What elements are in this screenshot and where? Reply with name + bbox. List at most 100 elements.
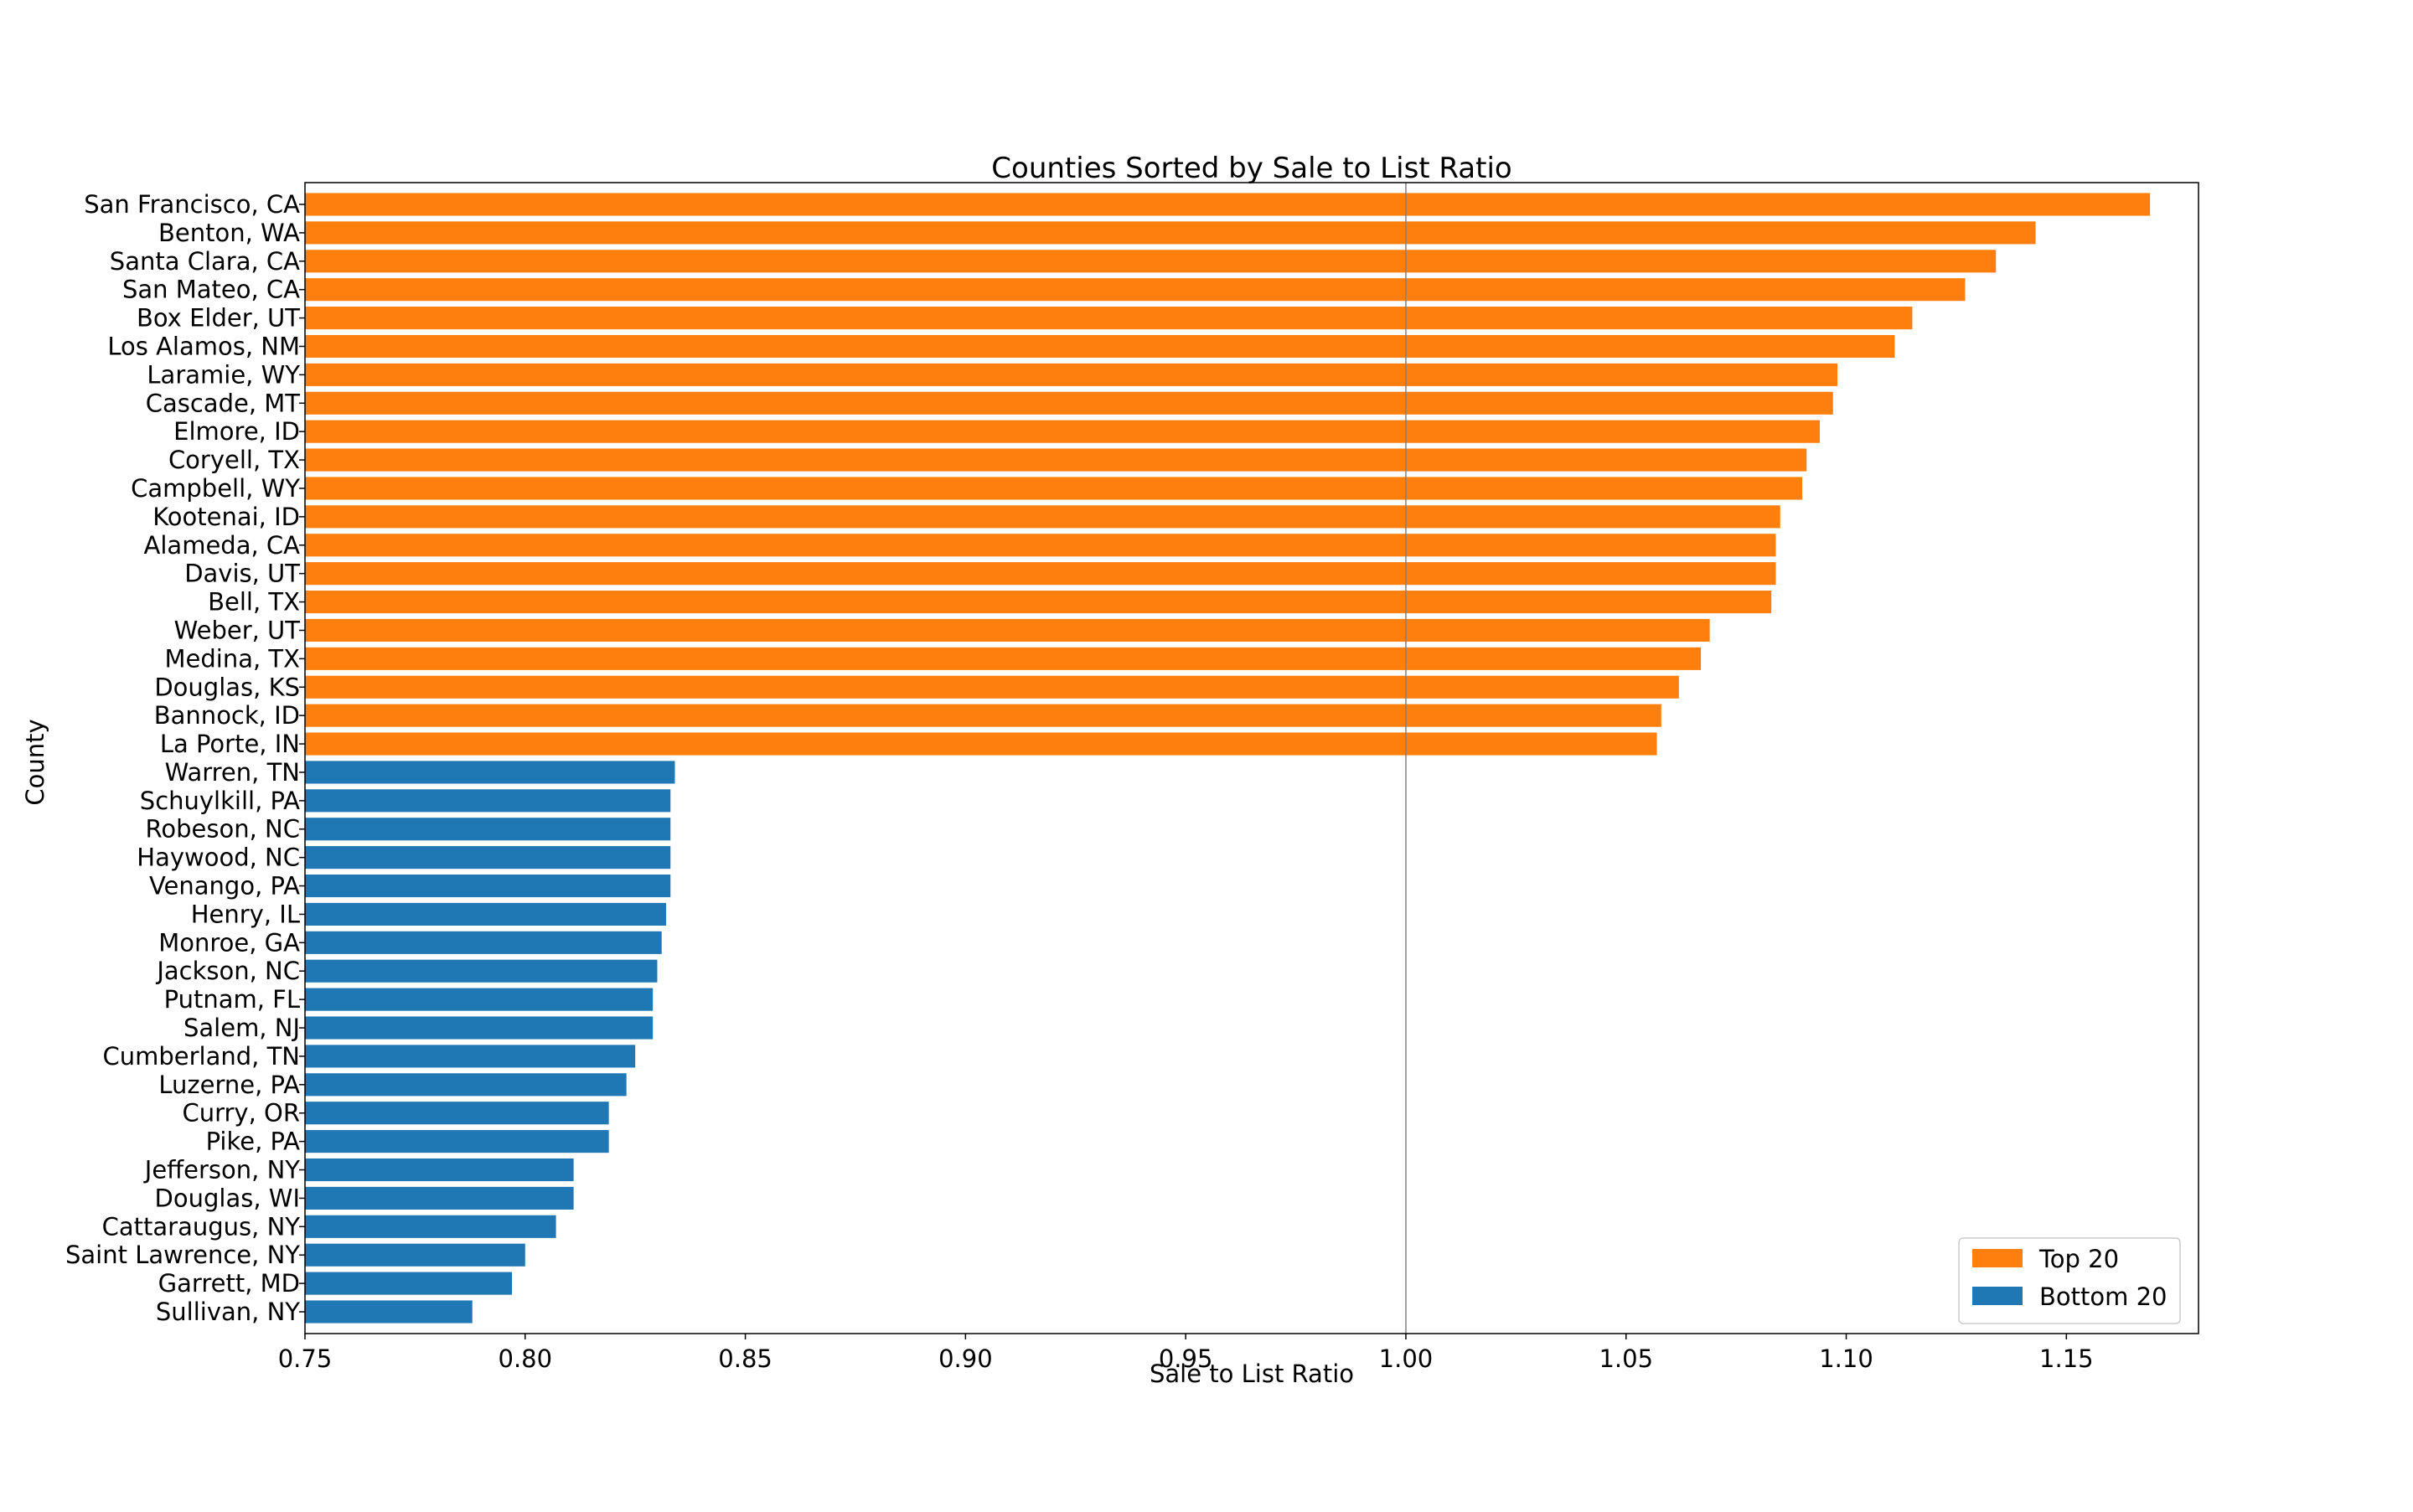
bar-top-20 xyxy=(305,363,1838,386)
x-tick-label: 0.95 xyxy=(1159,1344,1213,1373)
bar-top-20 xyxy=(305,391,1833,415)
bar-top-20 xyxy=(305,675,1679,699)
bar-bottom-20 xyxy=(305,988,654,1011)
bar-top-20 xyxy=(305,420,1820,443)
chart-title: Counties Sorted by Sale to List Ratio xyxy=(991,152,1511,185)
y-tick-label: Schuylkill, PA xyxy=(140,787,300,815)
y-tick-label: Monroe, GA xyxy=(158,928,300,957)
bar-bottom-20 xyxy=(305,959,658,983)
x-tick-label: 1.05 xyxy=(1599,1344,1653,1373)
y-tick-label: Bell, TX xyxy=(208,588,300,617)
y-tick-label: Sullivan, NY xyxy=(156,1298,300,1326)
bar-top-20 xyxy=(305,591,1772,614)
bar-bottom-20 xyxy=(305,902,666,926)
y-tick-label: Haywood, NC xyxy=(137,844,300,872)
bar-top-20 xyxy=(305,647,1702,670)
y-tick-label: Kootenai, ID xyxy=(152,503,300,531)
x-tick-label: 0.80 xyxy=(499,1344,553,1373)
y-tick-label: Saint Lawrence, NY xyxy=(65,1241,300,1269)
legend-label-bottom-20: Bottom 20 xyxy=(2039,1282,2168,1311)
y-tick-label: Davis, UT xyxy=(184,560,300,588)
bar-top-20 xyxy=(305,534,1776,557)
bar-bottom-20 xyxy=(305,761,675,784)
y-tick-label: Coryell, TX xyxy=(168,446,300,474)
bar-top-20 xyxy=(305,562,1776,586)
plot-frame xyxy=(304,182,2199,1334)
y-tick-label: Medina, TX xyxy=(165,644,301,673)
y-tick-label: Jefferson, NY xyxy=(143,1156,301,1184)
y-tick-label: Salem, NJ xyxy=(183,1014,300,1042)
y-tick-label: Putnam, FL xyxy=(164,985,300,1014)
bar-top-20 xyxy=(305,334,1895,359)
y-tick-label: Henry, IL xyxy=(191,900,300,928)
y-tick-label: Cumberland, TN xyxy=(102,1042,300,1071)
x-tick-label: 1.00 xyxy=(1379,1344,1434,1373)
y-tick-label: Garrett, MD xyxy=(158,1269,300,1298)
bars-layer xyxy=(305,193,2151,1324)
y-tick-label: San Francisco, CA xyxy=(84,190,300,219)
bar-top-20 xyxy=(305,477,1802,500)
y-axis-label: County xyxy=(21,719,49,805)
x-tick-label: 0.90 xyxy=(938,1344,993,1373)
bar-bottom-20 xyxy=(305,1130,609,1153)
y-tick-label: Benton, WA xyxy=(158,219,300,247)
x-tick-label: 1.15 xyxy=(2039,1344,2094,1373)
y-tick-label: Curry, OR xyxy=(182,1099,300,1128)
bar-bottom-20 xyxy=(305,1045,636,1068)
y-tick-label: Elmore, ID xyxy=(173,417,300,446)
bar-bottom-20 xyxy=(305,1016,654,1040)
bar-bottom-20 xyxy=(305,846,671,870)
bar-bottom-20 xyxy=(305,1102,609,1125)
bar-top-20 xyxy=(305,505,1780,529)
bar-bottom-20 xyxy=(305,1186,574,1210)
y-tick-label: Los Alamos, NM xyxy=(107,332,300,360)
y-tick-label: Douglas, WI xyxy=(155,1184,300,1212)
bar-top-20 xyxy=(305,307,1913,330)
bar-top-20 xyxy=(305,704,1661,727)
y-tick-label: Cattaraugus, NY xyxy=(102,1212,301,1241)
legend-swatch-top-20 xyxy=(1972,1249,2023,1267)
bar-bottom-20 xyxy=(305,789,671,813)
y-tick-label: Venango, PA xyxy=(149,872,300,900)
x-tick-label: 1.10 xyxy=(1819,1344,1873,1373)
bar-bottom-20 xyxy=(305,1300,473,1324)
bar-top-20 xyxy=(305,618,1710,642)
x-axis-ticks: 0.75 0.80 0.85 0.90 0.95 1.00 1.05 1.10 1.15 xyxy=(278,1334,2094,1373)
y-tick-label: Bannock, ID xyxy=(154,701,300,730)
x-tick-label: 0.75 xyxy=(278,1344,333,1373)
y-tick-label: Alameda, CA xyxy=(144,531,301,560)
bar-bottom-20 xyxy=(305,1073,627,1097)
y-tick-label: Weber, UT xyxy=(174,616,301,644)
bar-bottom-20 xyxy=(305,1272,513,1295)
bar-bottom-20 xyxy=(305,874,671,898)
y-tick-label: Cascade, MT xyxy=(146,389,301,417)
x-tick-label: 0.85 xyxy=(718,1344,772,1373)
bar-top-20 xyxy=(305,732,1657,756)
bar-top-20 xyxy=(305,278,1966,302)
y-tick-label: Robeson, NC xyxy=(146,815,300,844)
y-tick-label: Warren, TN xyxy=(165,758,300,787)
bar-bottom-20 xyxy=(305,1243,525,1267)
y-tick-label: Santa Clara, CA xyxy=(110,247,300,276)
y-tick-label: Pike, PA xyxy=(206,1128,301,1156)
y-tick-label: San Mateo, CA xyxy=(122,276,300,304)
bar-top-20 xyxy=(305,193,2151,216)
bar-top-20 xyxy=(305,221,2036,245)
legend-label-top-20: Top 20 xyxy=(2038,1245,2119,1273)
y-tick-label: La Porte, IN xyxy=(160,730,300,758)
bar-bottom-20 xyxy=(305,818,671,841)
x-axis-label: Sale to List Ratio xyxy=(1150,1360,1354,1388)
bar-bottom-20 xyxy=(305,1215,556,1238)
y-tick-label: Campbell, WY xyxy=(131,474,300,503)
bar-top-20 xyxy=(305,250,1997,273)
bar-bottom-20 xyxy=(305,931,662,954)
y-tick-label: Douglas, KS xyxy=(154,673,300,701)
y-tick-label: Jackson, NC xyxy=(155,957,300,985)
bar-top-20 xyxy=(305,448,1807,472)
legend: Top 20 Bottom 20 xyxy=(1958,1237,2181,1324)
y-tick-label: Luzerne, PA xyxy=(158,1071,300,1099)
y-tick-label: Laramie, WY xyxy=(147,360,300,389)
